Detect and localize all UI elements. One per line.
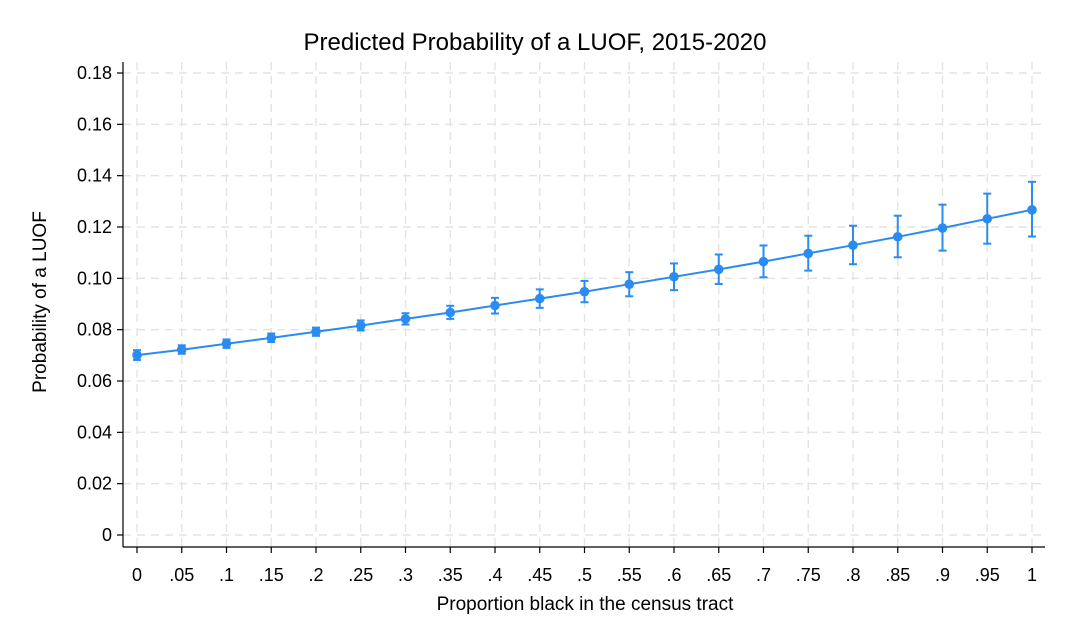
x-tick-label: .45 — [527, 565, 552, 585]
data-point — [892, 231, 903, 242]
x-tick-label: .95 — [975, 565, 1000, 585]
data-point — [624, 279, 635, 290]
x-axis-label: Proportion black in the census tract — [437, 594, 734, 615]
y-tick-label: 0.16 — [77, 114, 112, 134]
data-point — [400, 314, 411, 324]
data-point — [132, 350, 142, 360]
x-tick-label: .65 — [706, 565, 731, 585]
x-tick-label: .75 — [796, 565, 821, 585]
data-point — [669, 271, 679, 282]
x-tick-label: .05 — [169, 565, 194, 585]
y-tick-label: 0.06 — [77, 371, 112, 391]
x-tick-label: .2 — [308, 565, 323, 585]
data-point — [982, 213, 993, 224]
y-tick-label: 0.14 — [77, 166, 112, 186]
data-point — [176, 344, 187, 355]
data-point — [803, 248, 814, 259]
data-point — [848, 240, 858, 251]
data-point — [490, 300, 500, 311]
y-tick-label: 0.04 — [77, 422, 112, 442]
x-tick-label: .8 — [845, 565, 860, 585]
data-point — [311, 326, 321, 337]
data-point — [355, 320, 366, 331]
data-point — [937, 223, 948, 233]
x-tick-label: .6 — [666, 565, 681, 585]
data-point — [534, 293, 545, 304]
y-tick-label: 0.08 — [77, 320, 112, 340]
y-axis-label: Probability of a LUOF — [30, 211, 51, 393]
data-point — [445, 307, 456, 318]
x-tick-label: .9 — [935, 565, 950, 585]
x-tick-label: .15 — [259, 565, 284, 585]
x-tick-label: .25 — [348, 565, 373, 585]
y-tick-label: 0.18 — [77, 63, 112, 83]
x-tick-label: .1 — [219, 565, 234, 585]
x-tick-label: .85 — [885, 565, 910, 585]
series — [132, 180, 1037, 361]
x-tick-label: .3 — [398, 565, 413, 585]
grid — [123, 62, 1045, 547]
axes: 0 0.02 0.04 0.06 0.08 0.10 0.12 0.14 0.16 0.18 0 .0… — [77, 62, 1045, 585]
y-tick-label: 0 — [102, 525, 112, 545]
x-tick-label: .55 — [617, 565, 642, 585]
data-point — [579, 286, 590, 297]
data-point — [266, 333, 277, 343]
x-tick-label: .5 — [577, 565, 592, 585]
y-tick-label: 0.10 — [77, 268, 112, 288]
data-point — [1027, 205, 1037, 215]
x-tick-label: 0 — [132, 565, 142, 585]
data-point — [221, 338, 232, 349]
y-tick-label: 0.02 — [77, 474, 112, 494]
x-tick-label: .35 — [438, 565, 463, 585]
chart-title: Predicted Probability of a LUOF, 2015-20… — [304, 29, 767, 56]
x-tick-label: .4 — [487, 565, 502, 585]
y-tick-label: 0.12 — [77, 217, 112, 237]
x-tick-label: 1 — [1027, 565, 1037, 585]
data-point — [758, 256, 769, 267]
data-point — [713, 264, 724, 275]
x-tick-label: .7 — [756, 565, 771, 585]
